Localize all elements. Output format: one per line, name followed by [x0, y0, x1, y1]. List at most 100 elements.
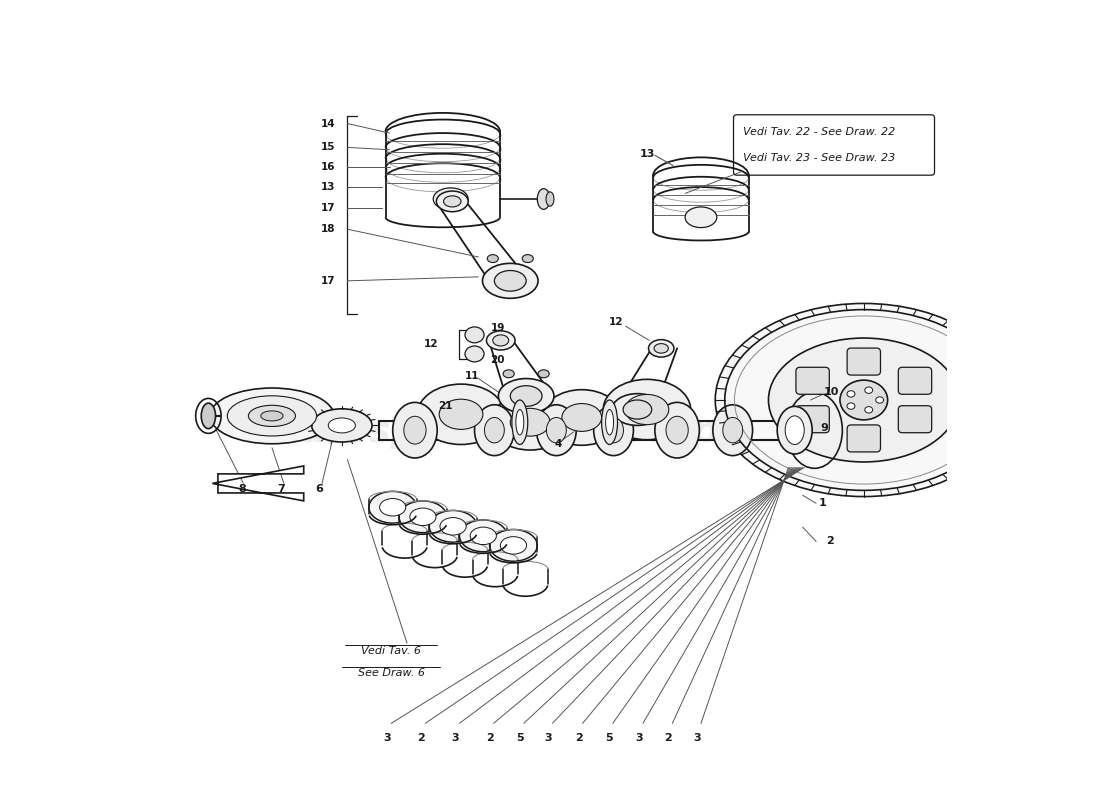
Ellipse shape: [594, 405, 634, 456]
Text: 2: 2: [417, 733, 426, 742]
Ellipse shape: [498, 378, 554, 414]
Ellipse shape: [486, 331, 515, 350]
Ellipse shape: [547, 418, 567, 443]
Ellipse shape: [201, 403, 216, 429]
Ellipse shape: [654, 343, 669, 353]
Ellipse shape: [522, 254, 534, 262]
Ellipse shape: [311, 409, 372, 442]
Ellipse shape: [537, 405, 576, 456]
Ellipse shape: [713, 405, 752, 456]
Ellipse shape: [785, 416, 804, 445]
Ellipse shape: [602, 400, 617, 445]
Text: 19: 19: [491, 323, 505, 334]
Ellipse shape: [512, 400, 528, 445]
Ellipse shape: [470, 527, 496, 545]
Ellipse shape: [654, 402, 700, 458]
Ellipse shape: [484, 418, 504, 443]
Ellipse shape: [612, 394, 663, 426]
Text: 18: 18: [321, 224, 336, 234]
Text: 14: 14: [321, 118, 336, 129]
Ellipse shape: [439, 399, 483, 430]
Ellipse shape: [847, 390, 855, 397]
Text: 6: 6: [316, 484, 323, 494]
Ellipse shape: [491, 394, 570, 450]
Ellipse shape: [876, 397, 883, 403]
Ellipse shape: [433, 188, 469, 210]
Ellipse shape: [604, 418, 624, 443]
Ellipse shape: [465, 346, 484, 362]
Ellipse shape: [500, 537, 527, 554]
Text: 4: 4: [554, 438, 562, 449]
Ellipse shape: [483, 263, 538, 298]
Text: Vedi Tav. 23 - See Draw. 23: Vedi Tav. 23 - See Draw. 23: [744, 153, 895, 162]
Text: 13: 13: [639, 149, 654, 158]
Text: Vedi Tav. 6: Vedi Tav. 6: [361, 646, 421, 656]
Ellipse shape: [210, 388, 334, 444]
Ellipse shape: [769, 338, 959, 462]
Ellipse shape: [474, 405, 515, 456]
Text: 2: 2: [486, 733, 494, 742]
Ellipse shape: [379, 498, 406, 516]
Text: 3: 3: [544, 733, 552, 742]
Ellipse shape: [840, 380, 888, 420]
Text: Vedi Tav. 22 - See Draw. 22: Vedi Tav. 22 - See Draw. 22: [744, 127, 895, 138]
Ellipse shape: [437, 191, 469, 212]
Ellipse shape: [503, 370, 515, 378]
Ellipse shape: [228, 396, 317, 436]
Ellipse shape: [493, 335, 508, 346]
FancyBboxPatch shape: [847, 425, 880, 452]
Ellipse shape: [865, 387, 872, 394]
Ellipse shape: [399, 501, 447, 533]
Text: eurospares: eurospares: [277, 414, 505, 449]
Ellipse shape: [404, 416, 426, 444]
Text: See Draw. 6: See Draw. 6: [358, 668, 425, 678]
Text: 2: 2: [826, 537, 834, 546]
Ellipse shape: [847, 403, 855, 410]
Text: 3: 3: [452, 733, 460, 742]
Text: 5: 5: [516, 733, 524, 742]
Ellipse shape: [249, 406, 296, 426]
Text: 16: 16: [321, 162, 336, 172]
Ellipse shape: [261, 411, 283, 421]
Text: 3: 3: [383, 733, 390, 742]
Ellipse shape: [865, 406, 872, 413]
Text: 21: 21: [438, 401, 452, 410]
Text: 11: 11: [465, 371, 480, 381]
Ellipse shape: [460, 520, 507, 552]
Text: 12: 12: [425, 339, 439, 350]
Polygon shape: [212, 466, 304, 501]
Text: eurospares: eurospares: [579, 414, 807, 449]
Text: 9: 9: [821, 423, 828, 433]
FancyBboxPatch shape: [899, 367, 932, 394]
Text: 15: 15: [321, 142, 336, 152]
Text: 2: 2: [574, 733, 583, 742]
Ellipse shape: [649, 340, 674, 357]
Ellipse shape: [625, 394, 669, 425]
Ellipse shape: [393, 402, 437, 458]
Ellipse shape: [440, 518, 466, 535]
Ellipse shape: [510, 386, 542, 406]
Ellipse shape: [723, 418, 743, 443]
Text: 1: 1: [818, 498, 826, 508]
Ellipse shape: [542, 390, 621, 446]
Text: 20: 20: [491, 355, 505, 366]
Text: 2: 2: [664, 733, 672, 742]
Ellipse shape: [510, 408, 550, 436]
Ellipse shape: [494, 270, 526, 291]
Ellipse shape: [603, 379, 691, 440]
Ellipse shape: [328, 418, 355, 433]
FancyBboxPatch shape: [899, 406, 932, 433]
Ellipse shape: [368, 491, 417, 523]
Text: 8: 8: [238, 484, 245, 494]
Ellipse shape: [487, 254, 498, 262]
FancyBboxPatch shape: [796, 406, 829, 433]
Text: 12: 12: [608, 317, 624, 327]
Ellipse shape: [715, 303, 1012, 497]
Text: 10: 10: [824, 387, 839, 397]
Ellipse shape: [778, 406, 812, 454]
Ellipse shape: [606, 410, 614, 435]
Ellipse shape: [490, 530, 537, 562]
FancyBboxPatch shape: [796, 367, 829, 394]
Ellipse shape: [623, 400, 651, 419]
FancyBboxPatch shape: [847, 348, 880, 375]
